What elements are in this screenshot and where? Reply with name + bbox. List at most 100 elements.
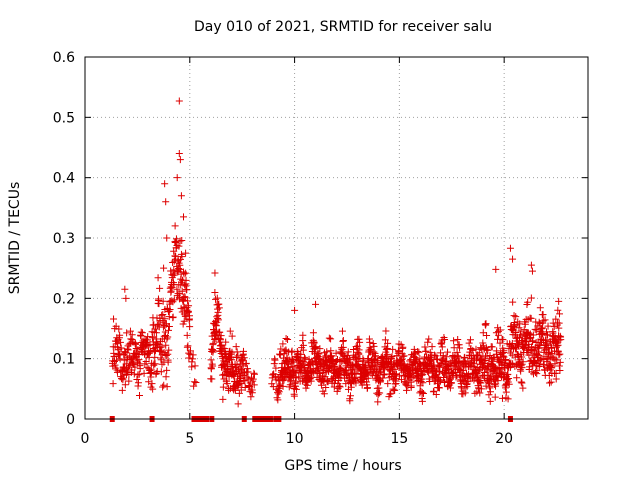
data-point	[188, 358, 196, 366]
data-point	[280, 376, 288, 384]
data-point	[145, 349, 153, 357]
data-point	[158, 311, 166, 319]
data-point	[375, 376, 383, 384]
data-point	[414, 348, 422, 356]
data-point	[552, 375, 560, 383]
data-point	[382, 345, 390, 353]
data-point	[297, 350, 305, 358]
data-point	[162, 373, 170, 381]
data-point	[274, 388, 282, 396]
data-point	[311, 344, 319, 352]
data-point	[485, 391, 493, 399]
data-point	[338, 327, 346, 335]
data-point	[446, 384, 454, 392]
data-point	[279, 340, 287, 348]
data-point	[170, 296, 178, 304]
data-point	[483, 332, 491, 340]
data-point	[461, 353, 469, 361]
data-point	[323, 348, 331, 356]
data-point	[547, 378, 555, 386]
data-point	[529, 331, 537, 339]
data-point	[268, 380, 276, 388]
data-point	[140, 369, 148, 377]
axis-ticks	[84, 56, 588, 420]
data-point	[379, 374, 387, 382]
data-point	[228, 332, 236, 340]
data-point	[384, 339, 392, 347]
data-point	[299, 341, 307, 349]
axis-tick-labels: 0 0.1 0.2 0.3 0.4 0.5 0.6 0 5 10 15 20	[53, 50, 513, 447]
data-point	[167, 267, 175, 275]
data-point	[186, 323, 194, 331]
data-point	[538, 324, 546, 332]
data-point	[133, 346, 141, 354]
y-tick-label: 0.3	[53, 231, 75, 247]
data-point	[447, 379, 455, 387]
data-point	[147, 368, 155, 376]
data-point	[142, 357, 150, 365]
data-point	[517, 367, 525, 375]
data-point	[376, 389, 384, 397]
data-point	[529, 337, 537, 345]
data-point	[428, 343, 436, 351]
data-point	[539, 330, 547, 338]
data-point	[544, 354, 552, 362]
data-point	[128, 331, 136, 339]
data-point	[162, 341, 170, 349]
data-point	[250, 369, 258, 377]
data-point	[225, 386, 233, 394]
data-point	[180, 270, 188, 278]
data-point	[115, 325, 123, 333]
data-point	[355, 335, 363, 343]
data-point	[418, 371, 426, 379]
data-point	[171, 222, 179, 230]
data-point	[124, 346, 132, 354]
data-point	[284, 336, 292, 344]
y-tick-label: 0.2	[53, 291, 75, 307]
data-point	[110, 315, 118, 323]
data-point	[325, 367, 333, 375]
data-point	[519, 384, 527, 392]
data-point	[182, 276, 190, 284]
data-point	[117, 344, 125, 352]
data-point	[397, 356, 405, 364]
data-point	[122, 294, 130, 302]
data-point	[191, 362, 199, 370]
data-point	[164, 358, 172, 366]
data-point	[482, 320, 490, 328]
data-point	[171, 238, 179, 246]
data-point	[524, 298, 532, 306]
data-point	[556, 367, 564, 375]
data-point	[156, 284, 164, 292]
data-point	[303, 366, 311, 374]
x-tick-label: 20	[495, 431, 513, 447]
data-point	[191, 378, 199, 386]
data-point	[399, 343, 407, 351]
data-point	[500, 347, 508, 355]
data-point	[241, 384, 249, 392]
data-point	[175, 150, 183, 158]
data-point	[232, 343, 240, 351]
data-point	[175, 97, 183, 105]
data-point	[465, 339, 473, 347]
data-point	[157, 348, 165, 356]
data-point	[352, 379, 360, 387]
data-point	[234, 352, 242, 360]
data-point	[173, 174, 181, 182]
data-point	[299, 331, 307, 339]
data-point	[541, 316, 549, 324]
data-point	[241, 377, 249, 385]
data-point	[152, 329, 160, 337]
data-point	[247, 393, 255, 401]
data-point	[444, 348, 452, 356]
data-point	[221, 345, 229, 353]
data-point	[178, 253, 186, 261]
data-point	[387, 390, 395, 398]
data-point	[545, 349, 553, 357]
data-point	[316, 345, 324, 353]
data-point	[507, 359, 515, 367]
data-point	[226, 327, 234, 335]
data-point	[249, 375, 257, 383]
data-point	[441, 335, 449, 343]
data-point	[165, 346, 173, 354]
